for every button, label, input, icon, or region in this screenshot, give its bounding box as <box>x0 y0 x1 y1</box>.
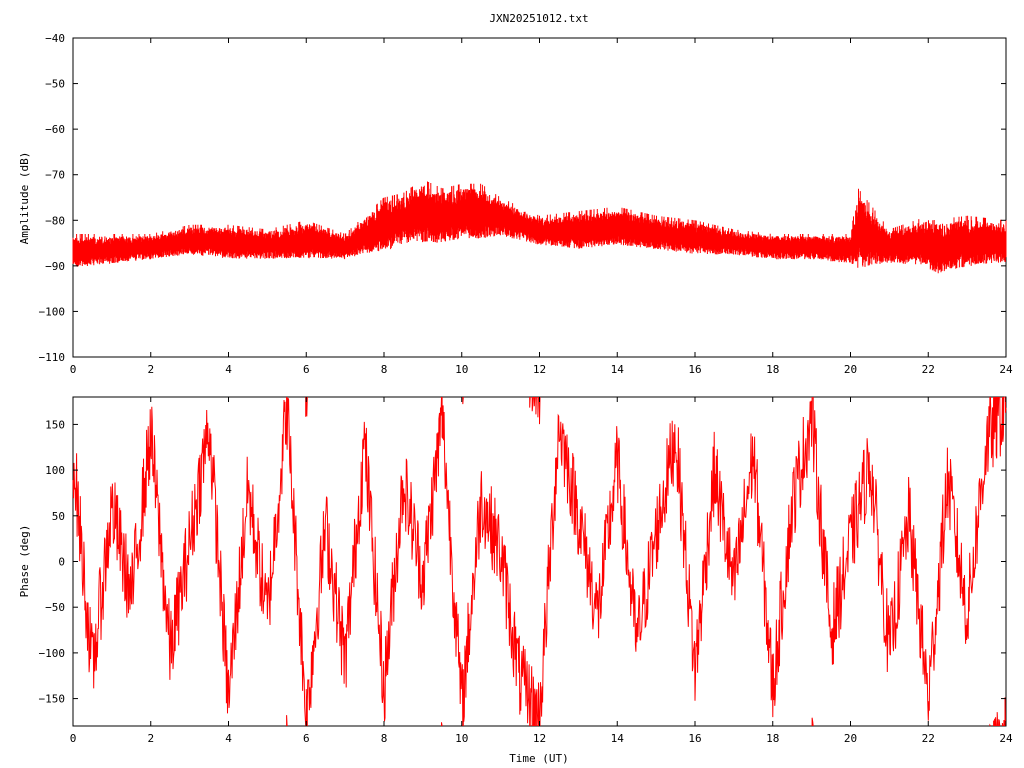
phase-x-tick-label: 24 <box>999 732 1013 745</box>
phase-trace <box>72 396 1007 727</box>
amplitude-y-tick-label: −50 <box>45 78 65 91</box>
phase-axis-label: Phase (deg) <box>18 525 31 598</box>
phase-frame <box>72 396 1007 727</box>
amplitude-x-tick-label: 14 <box>611 363 625 376</box>
phase-x-tick-label: 4 <box>225 732 232 745</box>
time-axis-label: Time (UT) <box>509 752 569 765</box>
amplitude-y-tick-label: −110 <box>39 351 66 364</box>
phase-y-tick-label: −150 <box>39 693 66 706</box>
amplitude-x-tick-label: 24 <box>999 363 1013 376</box>
phase-x-tick-label: 12 <box>533 732 546 745</box>
amplitude-x-tick-label: 0 <box>70 363 77 376</box>
phase-x-tick-label: 0 <box>70 732 77 745</box>
amplitude-x-tick-label: 4 <box>225 363 232 376</box>
phase-x-tick-label: 16 <box>688 732 701 745</box>
amplitude-panel: 0 2 4 6 8 10 12 14 16 18 20 22 24−40−50−60−70−80−90−… <box>18 32 1013 376</box>
phase-x-tick-label: 20 <box>844 732 857 745</box>
amplitude-x-tick-label: 8 <box>381 363 388 376</box>
amplitude-x-tick-label: 6 <box>303 363 310 376</box>
phase-x-tick-label: 8 <box>381 732 388 745</box>
amplitude-x-tick-label: 22 <box>922 363 935 376</box>
phase-x-tick-label: 22 <box>922 732 935 745</box>
amplitude-frame <box>72 37 1007 358</box>
phase-panel: 0 2 4 6 8 10 12 14 16 18 20 22 24150100500−50−100−15… <box>18 396 1013 765</box>
amplitude-y-tick-label: −90 <box>45 260 65 273</box>
phase-y-tick-label: −50 <box>45 601 65 614</box>
amplitude-x-tick-label: 12 <box>533 363 546 376</box>
phase-y-tick-label: 50 <box>52 510 65 523</box>
phase-y-tick-label: 150 <box>45 418 65 431</box>
amplitude-series-line <box>72 181 1007 274</box>
amplitude-y-tick-label: −100 <box>39 305 66 318</box>
amplitude-x-tick-label: 18 <box>766 363 779 376</box>
amplitude-axes: 0 2 4 6 8 10 12 14 16 18 20 22 24−40−50−60−70−80−90−… <box>39 32 1013 376</box>
phase-x-tick-label: 18 <box>766 732 779 745</box>
amplitude-x-tick-label: 2 <box>147 363 154 376</box>
amplitude-trace <box>72 181 1007 274</box>
phase-y-tick-label: 0 <box>58 556 65 569</box>
phase-y-tick-label: 100 <box>45 464 65 477</box>
amplitude-y-tick-label: −40 <box>45 32 65 45</box>
phase-x-tick-label: 6 <box>303 732 310 745</box>
amplitude-x-tick-label: 16 <box>688 363 701 376</box>
amplitude-y-tick-label: −60 <box>45 123 65 136</box>
chart-title: JXN20251012.txt <box>489 12 588 25</box>
amplitude-axis-label: Amplitude (dB) <box>18 152 31 245</box>
amplitude-y-tick-label: −80 <box>45 214 65 227</box>
amplitude-x-tick-label: 10 <box>455 363 468 376</box>
phase-y-tick-label: −100 <box>39 647 66 660</box>
phase-x-tick-label: 10 <box>455 732 468 745</box>
phase-axes: 0 2 4 6 8 10 12 14 16 18 20 22 24150100500−50−100−15… <box>39 397 1013 745</box>
phase-series-line <box>72 396 1007 727</box>
amplitude-x-tick-label: 20 <box>844 363 857 376</box>
phase-x-tick-label: 2 <box>147 732 154 745</box>
amplitude-y-tick-label: −70 <box>45 169 65 182</box>
phase-x-tick-label: 14 <box>611 732 625 745</box>
